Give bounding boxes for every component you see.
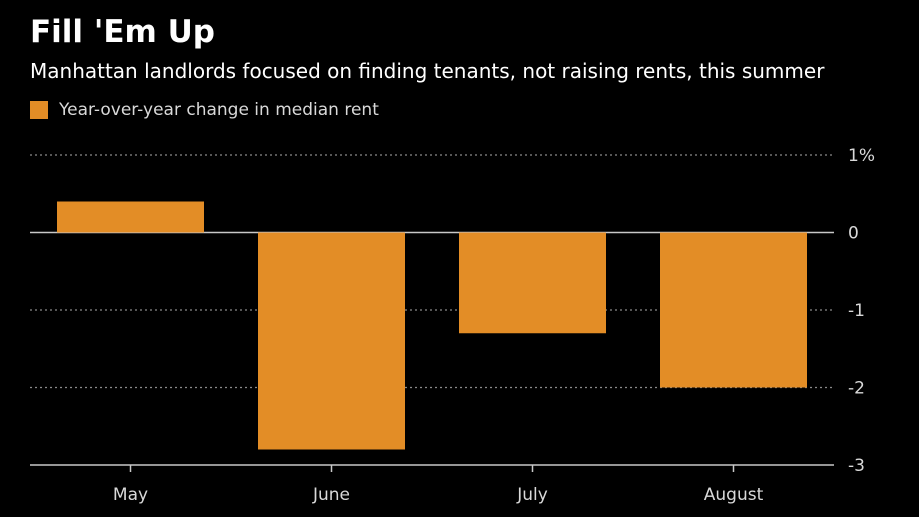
y-tick-label: -2 [848, 379, 865, 399]
bar-august [660, 232, 807, 388]
chart-title: Fill 'Em Up [30, 14, 215, 50]
bar-may [57, 201, 204, 233]
x-tick-label: July [516, 485, 548, 505]
bar-june [258, 232, 405, 450]
legend-swatch [30, 101, 48, 119]
x-tick-label: August [704, 485, 764, 505]
legend-label: Year-over-year change in median rent [59, 100, 379, 120]
y-tick-label: 1% [848, 146, 875, 166]
y-tick-label: -1 [848, 301, 865, 321]
chart-subtitle: Manhattan landlords focused on finding t… [30, 59, 825, 83]
y-tick-label: 0 [848, 224, 859, 244]
legend: Year-over-year change in median rent [30, 97, 379, 123]
x-tick-label: June [312, 485, 350, 505]
bar-july [459, 232, 606, 334]
x-tick-label: May [113, 485, 148, 505]
y-tick-label: -3 [848, 456, 865, 476]
